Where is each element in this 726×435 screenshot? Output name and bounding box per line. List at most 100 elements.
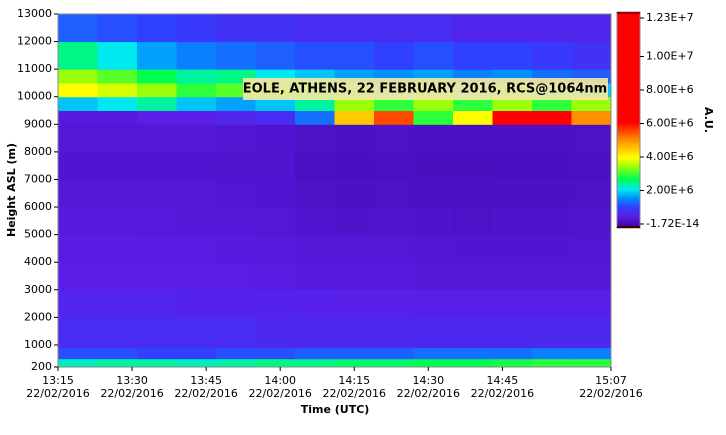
heatmap-cell [137,179,177,208]
heatmap-cell [374,110,414,125]
x-tick-date: 22/02/2016 [26,387,89,400]
heatmap-cell [295,96,335,112]
heatmap-cell [334,179,375,208]
heatmap-cell [532,96,572,112]
y-tick-label: 13000 [17,7,52,20]
title-box [243,78,608,100]
heatmap-cell [176,358,217,368]
heatmap-cell [413,124,454,153]
heatmap-cell [216,358,256,368]
heatmap-cell [58,262,98,291]
heatmap-cell [137,41,177,70]
heatmap-cell [216,14,256,43]
heatmap-cell [97,82,138,98]
heatmap-cell [58,234,98,263]
x-tick-date: 22/02/2016 [248,387,311,400]
heatmap-cell [334,262,375,291]
colorbar-label: A.U. [702,107,715,133]
heatmap-cell [176,179,217,208]
heatmap-cell [374,358,414,368]
heatmap-cell [97,207,138,236]
heatmap-cell [492,289,533,318]
heatmap-cell [58,41,98,70]
heatmap-cell [176,69,217,84]
heatmap-cell [492,124,533,153]
heatmap-cell [413,347,454,360]
heatmap-cell [176,14,217,43]
heatmap-cell [137,347,177,360]
heatmap-cell [176,110,217,125]
heatmap-cell [413,207,454,236]
heatmap-cell [176,96,217,112]
heatmap-cell [453,289,493,318]
y-tick-label: 12000 [17,35,52,48]
heatmap-cell [532,358,572,368]
y-tick-label: 11000 [17,62,52,75]
x-tick-label: 13:45 [190,374,222,387]
x-tick-date: 22/02/2016 [471,387,534,400]
heatmap-cell [413,151,454,180]
heatmap-cell [453,347,493,360]
heatmap-cell [216,347,256,360]
heatmap-cell [453,179,493,208]
x-tick-date: 22/02/2016 [174,387,237,400]
heatmap-cell [571,179,612,208]
heatmap-cell [453,96,493,112]
heatmap-cell [492,347,533,360]
heatmap-cell [532,110,572,125]
heatmap-cell [176,82,217,98]
heatmap-cell [374,234,414,263]
heatmap-cell [492,151,533,180]
heatmap-cell [532,347,572,360]
heatmap-cell [216,110,256,125]
heatmap-cell [58,151,98,180]
heatmap-cell [571,289,612,318]
y-tick-label: 8000 [24,145,52,158]
y-tick-label: 200 [31,360,52,373]
heatmap-cell [492,207,533,236]
heatmap-cell [571,358,612,368]
heatmap-cell [58,96,98,112]
heatmap-cell [295,151,335,180]
heatmap-cell [334,96,375,112]
heatmap-cell [374,289,414,318]
heatmap-cell [413,234,454,263]
heatmap-cell [255,14,296,43]
heatmap-cell [137,289,177,318]
heatmap-cell [374,96,414,112]
x-tick-label: 14:45 [487,374,519,387]
heatmap-cell [532,14,572,43]
heatmap-cell [374,151,414,180]
heatmap-cell [216,262,256,291]
heatmap-cell [453,151,493,180]
heatmap-cell [255,347,296,360]
heatmap-cell [334,14,375,43]
chart-title: EOLE, ATHENS, 22 FEBRUARY 2016, RCS@1064… [243,82,607,97]
heatmap-cell [216,124,256,153]
heatmap-cell [176,124,217,153]
heatmap-cell [374,207,414,236]
heatmap-cell [374,14,414,43]
colorbar-tick-label: -1.72E-14 [646,217,699,230]
heatmap-cell [374,317,414,349]
y-tick-label: 3000 [24,283,52,296]
y-tick-label: 9000 [24,117,52,130]
colorbar-tick-label: 1.00E+7 [646,50,694,63]
x-tick-label: 13:15 [42,374,74,387]
heatmap-cell [295,289,335,318]
heatmap-cell [137,82,177,98]
heatmap-cell [492,96,533,112]
heatmap-cell [374,262,414,291]
heatmap-cell [137,151,177,180]
heatmap-cell [571,110,612,125]
heatmap-cell [176,151,217,180]
heatmap-cell [97,347,138,360]
heatmap-cell [255,96,296,112]
heatmap-cell [571,151,612,180]
heatmap-cell [413,317,454,349]
heatmap-cell [492,179,533,208]
heatmap-cell [97,234,138,263]
heatmap-cell [492,41,533,70]
heatmap-cells [58,14,612,368]
